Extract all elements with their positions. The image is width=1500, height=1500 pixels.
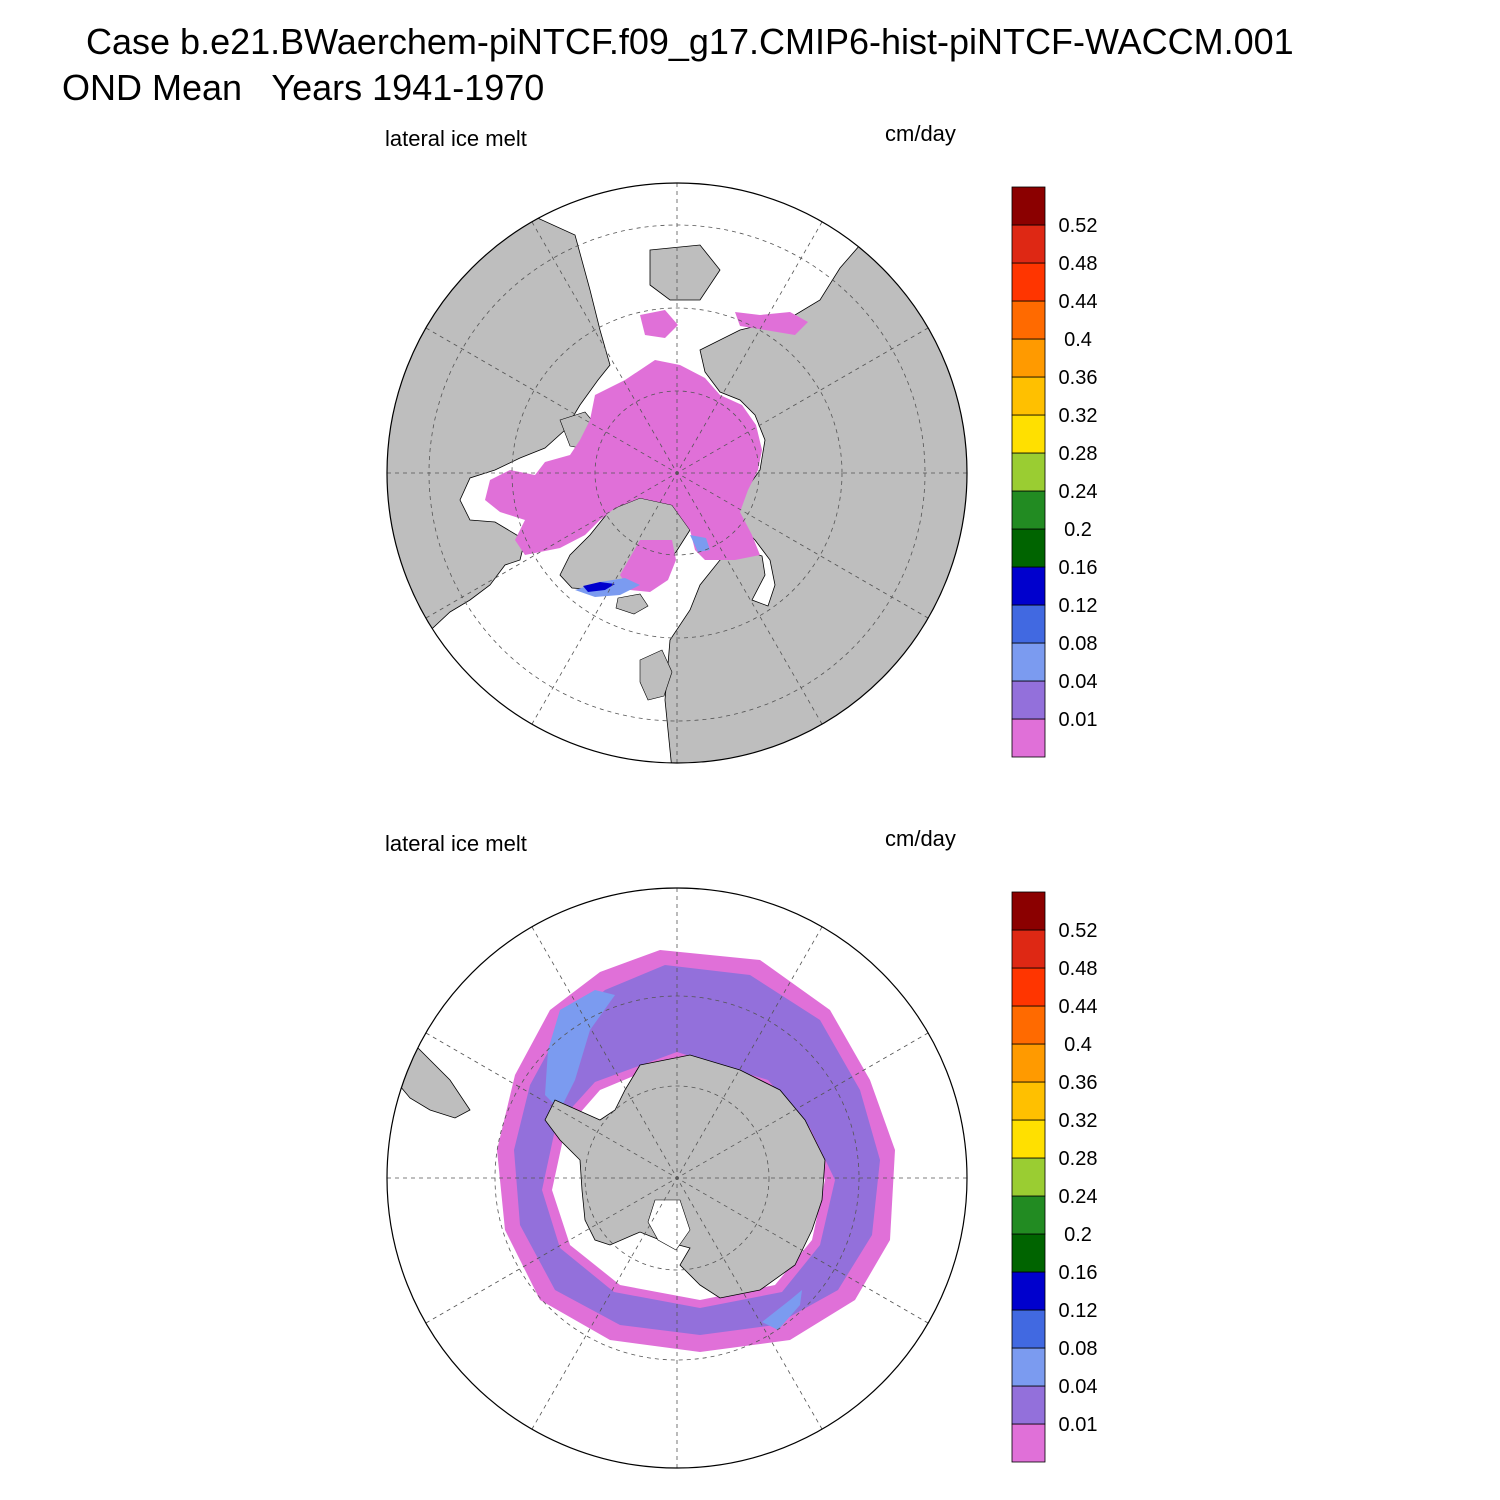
north-colorbar-box xyxy=(1011,262,1046,302)
north-colorbar-tick-label: 0.4 xyxy=(1064,329,1092,351)
north-colorbar-box xyxy=(1011,680,1046,720)
south-colorbar-tick-label: 0.32 xyxy=(1059,1110,1098,1132)
south-colorbar-tick-label: 0.2 xyxy=(1064,1224,1092,1246)
north-map-ice-arctic-basin xyxy=(485,360,762,560)
south-colorbar-tick-label: 0.16 xyxy=(1059,1262,1098,1284)
south-colorbar: 0.01 0.04 0.08 0.12 0.16 0.2 0.24 0.28 0.32 0.36 0… xyxy=(1011,891,1098,1463)
north-panel-field-label: lateral ice melt xyxy=(385,126,527,151)
south-colorbar-tick-label: 0.12 xyxy=(1059,1300,1098,1322)
south-colorbar-tick-label: 0.48 xyxy=(1059,958,1098,980)
north-colorbar-tick-label: 0.04 xyxy=(1059,671,1098,693)
south-colorbar-box xyxy=(1011,1119,1046,1159)
south-map-graticule xyxy=(387,888,967,1468)
south-map-ice-high-ross xyxy=(545,990,615,1110)
figure-title-period: OND Mean Years 1941-1970 xyxy=(62,67,545,108)
south-colorbar-tick-label: 0.01 xyxy=(1059,1414,1098,1436)
north-colorbar-box xyxy=(1011,186,1046,226)
south-colorbar-tick-label: 0.08 xyxy=(1059,1338,1098,1360)
north-map-land-alaska xyxy=(649,244,721,301)
south-colorbar-box xyxy=(1011,891,1046,931)
north-colorbar-box xyxy=(1011,718,1046,758)
south-colorbar-tick-label: 0.36 xyxy=(1059,1072,1098,1094)
south-map-border xyxy=(386,887,968,1469)
north-colorbar-box xyxy=(1011,452,1046,492)
north-map-land-iceland xyxy=(615,593,649,615)
north-colorbar-tick-label: 0.28 xyxy=(1059,443,1098,465)
south-colorbar-box xyxy=(1011,1005,1046,1045)
south-colorbar-box xyxy=(1011,1385,1046,1425)
north-panel-units-label: cm/day xyxy=(885,121,956,146)
north-map-ice-barents xyxy=(620,540,676,592)
north-colorbar-tick-label: 0.16 xyxy=(1059,557,1098,579)
north-polar-map xyxy=(386,182,968,764)
north-map-ice-svalbard-edge xyxy=(690,535,710,552)
north-colorbar: 0.01 0.04 0.08 0.12 0.16 0.2 0.24 0.28 0.32 0.36 0… xyxy=(1011,186,1098,758)
north-colorbar-box xyxy=(1011,338,1046,378)
south-colorbar-box xyxy=(1011,1195,1046,1235)
north-colorbar-box xyxy=(1011,604,1046,644)
north-colorbar-box xyxy=(1011,642,1046,682)
north-colorbar-tick-label: 0.48 xyxy=(1059,253,1098,275)
north-colorbar-box xyxy=(1011,566,1046,606)
north-colorbar-box xyxy=(1011,224,1046,264)
north-colorbar-tick-label: 0.01 xyxy=(1059,709,1098,731)
south-colorbar-tick-label: 0.24 xyxy=(1059,1186,1098,1208)
north-map-land-british-isles xyxy=(639,649,673,701)
south-colorbar-box xyxy=(1011,1309,1046,1349)
north-colorbar-tick-label: 0.36 xyxy=(1059,367,1098,389)
north-colorbar-tick-label: 0.12 xyxy=(1059,595,1098,617)
south-colorbar-box xyxy=(1011,967,1046,1007)
north-colorbar-box xyxy=(1011,490,1046,530)
north-colorbar-tick-label: 0.2 xyxy=(1064,519,1092,541)
south-colorbar-tick-label: 0.4 xyxy=(1064,1034,1092,1056)
south-map-ice-high-east xyxy=(762,1290,802,1330)
south-colorbar-tick-label: 0.44 xyxy=(1059,996,1098,1018)
north-colorbar-box xyxy=(1011,414,1046,454)
north-colorbar-box xyxy=(1011,528,1046,568)
north-map-ice-bering xyxy=(640,310,808,338)
south-panel-field-label: lateral ice melt xyxy=(385,831,527,856)
south-colorbar-tick-label: 0.04 xyxy=(1059,1376,1098,1398)
north-map-graticule xyxy=(387,183,967,763)
north-map-border xyxy=(386,182,968,764)
north-colorbar-tick-label: 0.24 xyxy=(1059,481,1098,503)
south-colorbar-box xyxy=(1011,1233,1046,1273)
south-colorbar-box xyxy=(1011,1271,1046,1311)
south-colorbar-box xyxy=(1011,1157,1046,1197)
south-colorbar-box xyxy=(1011,1043,1046,1083)
north-colorbar-tick-label: 0.08 xyxy=(1059,633,1098,655)
north-colorbar-box xyxy=(1011,376,1046,416)
south-colorbar-box xyxy=(1011,929,1046,969)
north-colorbar-tick-label: 0.44 xyxy=(1059,291,1098,313)
north-map-ice-peak xyxy=(583,582,615,592)
north-colorbar-tick-label: 0.32 xyxy=(1059,405,1098,427)
south-panel-units-label: cm/day xyxy=(885,826,956,851)
north-colorbar-box xyxy=(1011,300,1046,340)
south-colorbar-box xyxy=(1011,1423,1046,1463)
south-colorbar-tick-label: 0.52 xyxy=(1059,920,1098,942)
figure-title-case: Case b.e21.BWaerchem-piNTCF.f09_g17.CMIP… xyxy=(86,21,1294,62)
south-colorbar-box xyxy=(1011,1347,1046,1387)
south-colorbar-tick-label: 0.28 xyxy=(1059,1148,1098,1170)
north-colorbar-tick-label: 0.52 xyxy=(1059,215,1098,237)
south-colorbar-box xyxy=(1011,1081,1046,1121)
south-map-ice-main xyxy=(514,965,880,1335)
south-polar-map xyxy=(386,887,968,1469)
south-map-land-ross-ice-shelf xyxy=(647,1199,691,1251)
